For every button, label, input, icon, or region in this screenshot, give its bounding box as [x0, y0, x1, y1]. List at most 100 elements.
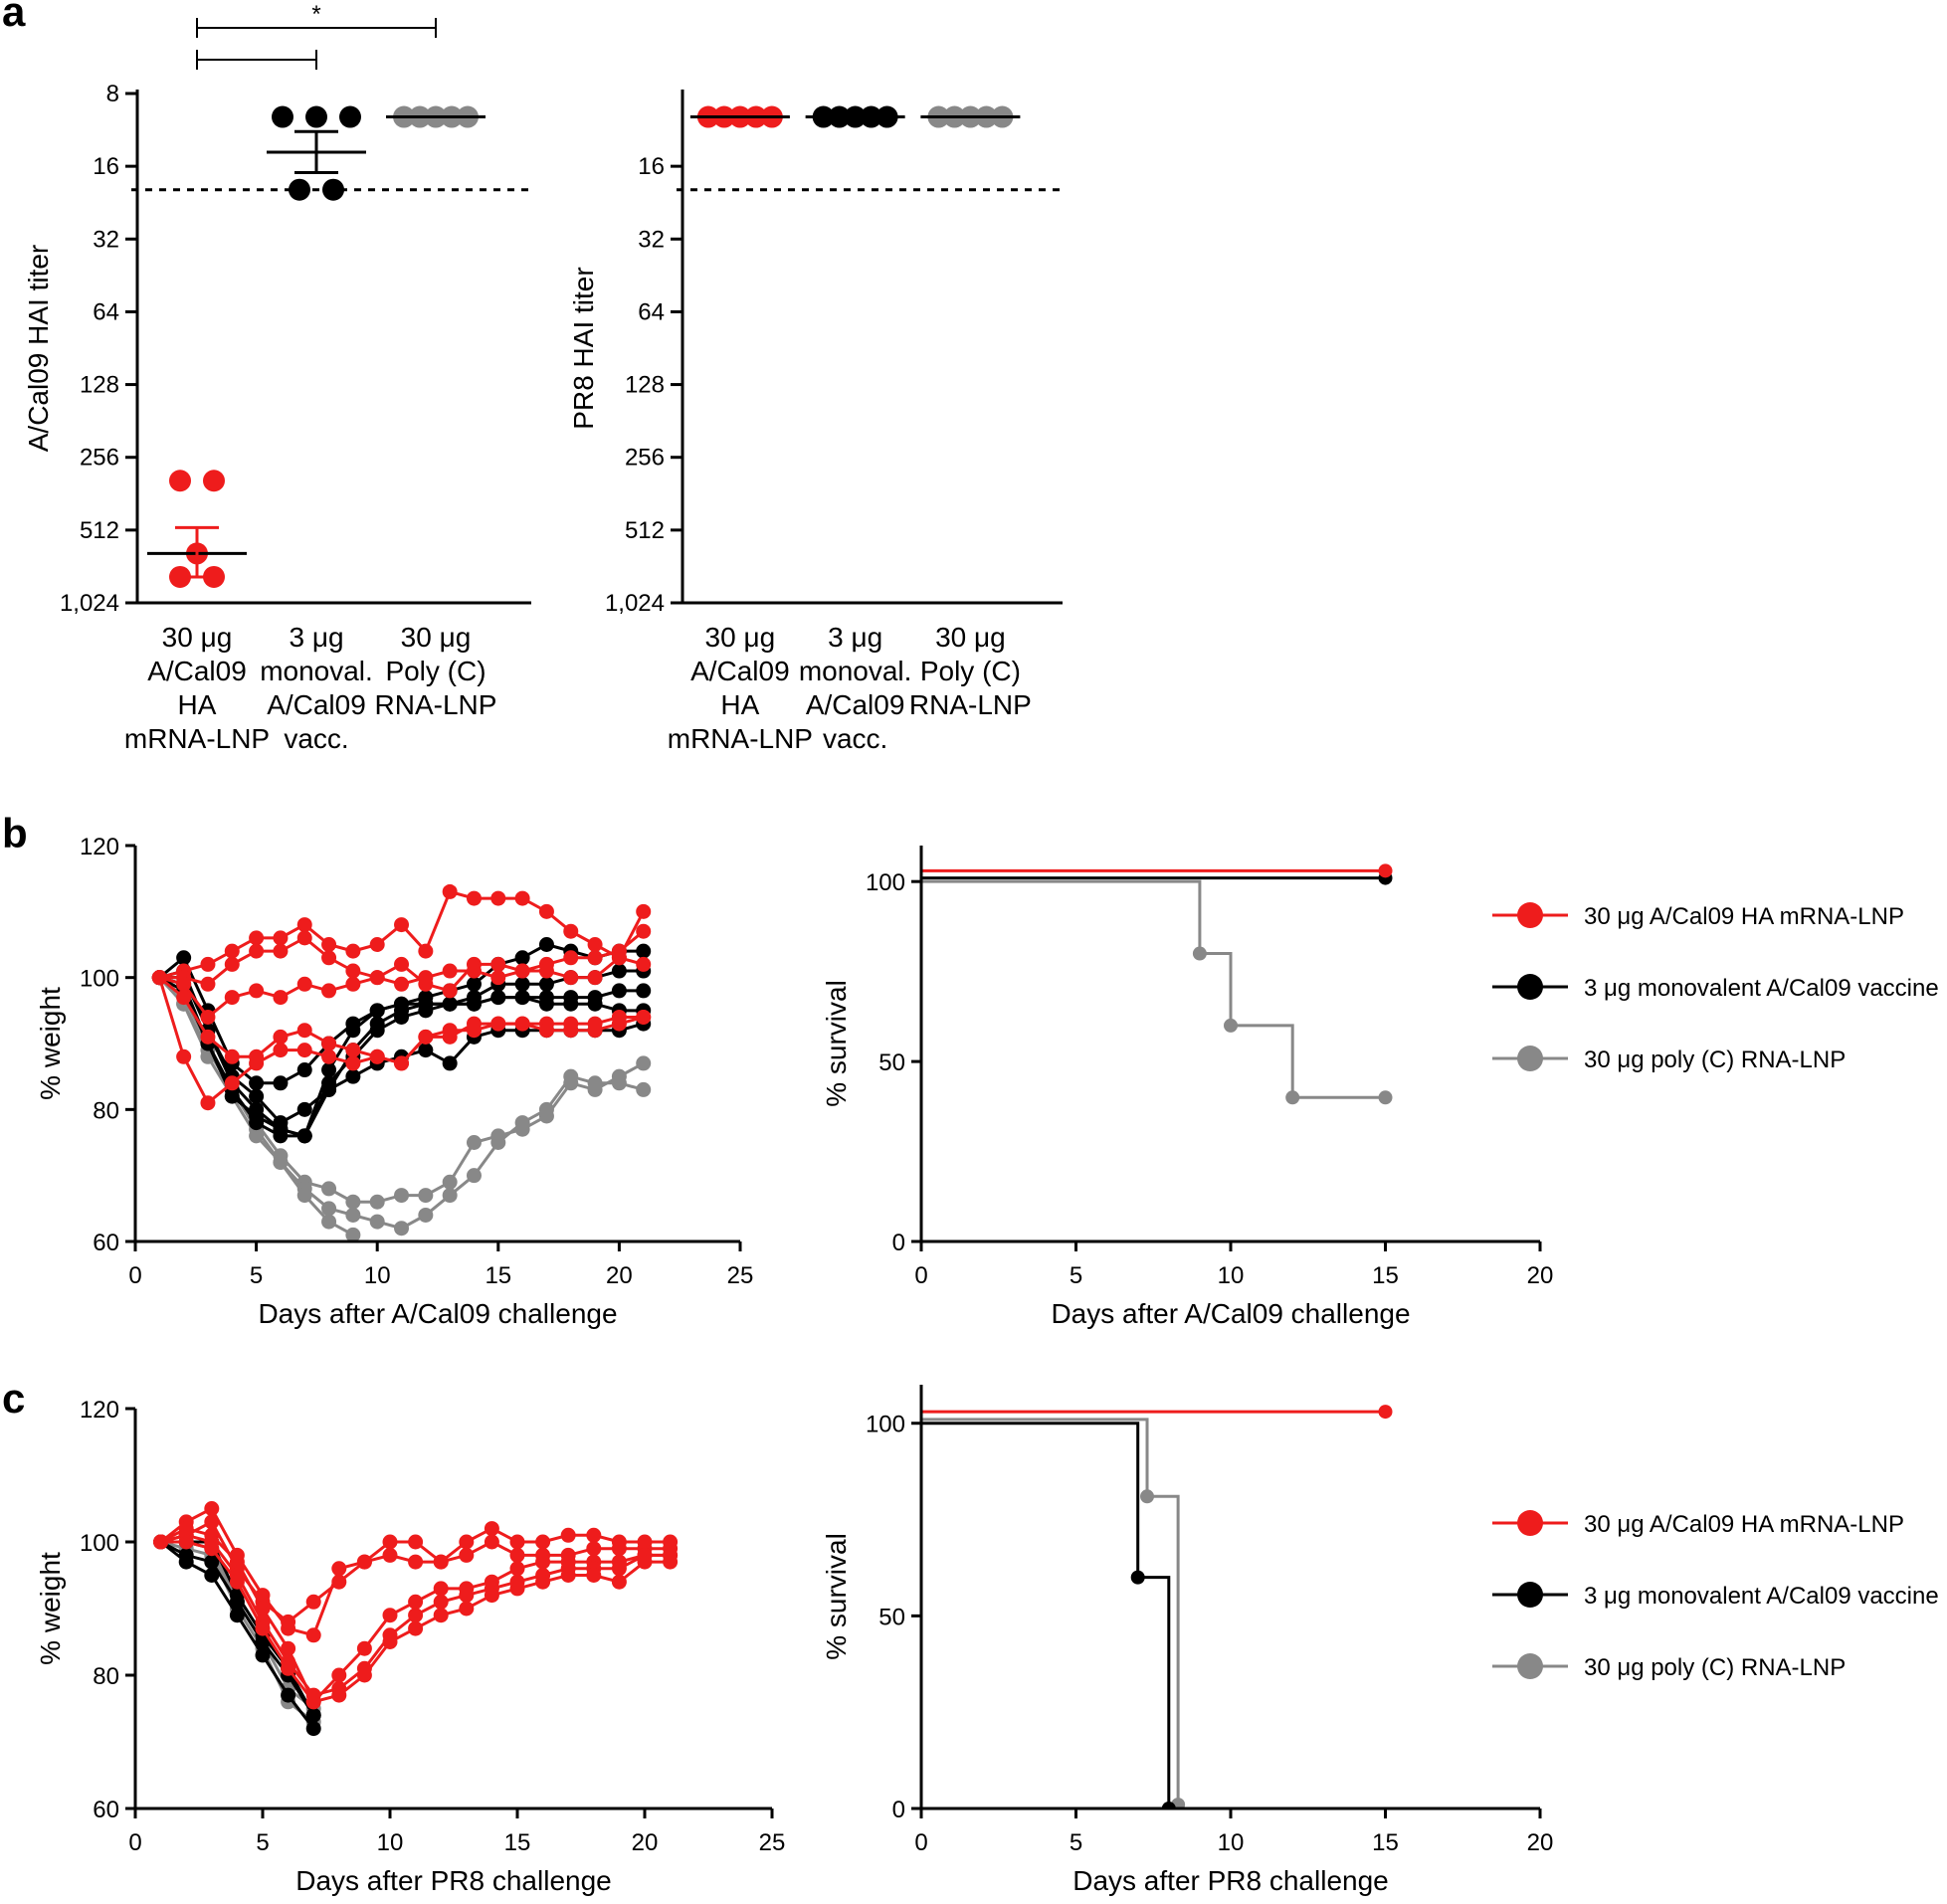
y-tick-label: 32	[93, 226, 119, 253]
y-tick-label: 8	[106, 81, 119, 107]
category-label: 30 μg	[401, 622, 472, 653]
plot-area	[921, 1405, 1393, 1809]
weight-point	[587, 950, 603, 966]
y-tick-label: 64	[93, 298, 119, 325]
weight-point	[204, 1514, 220, 1530]
weight-point	[563, 1023, 579, 1039]
x-tick-label: 5	[256, 1829, 269, 1856]
survival-point	[1285, 1090, 1300, 1105]
weight-point	[442, 1055, 458, 1071]
weight-point	[433, 1608, 449, 1623]
weight-point	[418, 1207, 434, 1223]
y-tick-label: 80	[93, 1097, 119, 1124]
category-label: mRNA-LNP	[124, 723, 270, 754]
weight-point	[611, 983, 627, 999]
weight-point	[281, 1660, 296, 1676]
weight-point	[433, 1594, 449, 1610]
category-label: HA	[720, 689, 759, 720]
y-tick-label: 512	[80, 517, 119, 544]
category-label: vacc.	[823, 723, 887, 754]
y-tick-label: 0	[892, 1230, 905, 1256]
weight-point	[418, 943, 434, 959]
weight-point	[331, 1574, 347, 1590]
weight-point	[281, 1640, 296, 1656]
weight-point	[178, 1547, 194, 1563]
legend-swatch-marker	[1517, 1510, 1543, 1536]
weight-point	[321, 950, 337, 966]
y-tick-label: 120	[80, 1397, 119, 1424]
weight-point	[466, 976, 482, 992]
weight-point	[200, 1029, 216, 1045]
weight-point	[331, 1561, 347, 1577]
weight-point	[459, 1601, 475, 1617]
weight-point	[229, 1608, 245, 1623]
category-label: mRNA-LNP	[668, 723, 813, 754]
legend-label: 30 μg poly (C) RNA-LNP	[1584, 1654, 1846, 1681]
weight-point	[273, 1128, 289, 1144]
weight-point	[273, 1075, 289, 1091]
weight-point	[408, 1594, 424, 1610]
weight-point	[408, 1620, 424, 1636]
y-tick-label: 16	[638, 153, 665, 180]
weight-point	[296, 1101, 312, 1117]
weight-point	[509, 1561, 525, 1577]
weight-point	[305, 1594, 321, 1610]
category-label: monoval.	[260, 656, 373, 686]
weight-point	[151, 970, 167, 986]
weight-point	[394, 956, 410, 972]
data-point	[169, 470, 191, 492]
weight-point	[538, 1101, 554, 1117]
weight-point	[484, 1588, 499, 1604]
survival-point	[1140, 1489, 1155, 1504]
weight-point	[255, 1620, 271, 1636]
x-axis-title: Days after PR8 challenge	[295, 1865, 612, 1896]
weight-point	[442, 983, 458, 999]
x-tick-label: 25	[759, 1829, 786, 1856]
x-tick-label: 0	[914, 1262, 927, 1289]
weight-point	[296, 976, 312, 992]
weight-point	[305, 1721, 321, 1737]
y-tick-label: 100	[80, 966, 119, 993]
category-label: vacc.	[284, 723, 348, 754]
weight-point	[484, 1534, 499, 1550]
weight-point	[296, 1062, 312, 1078]
y-axis-title: A/Cal09 HAI titer	[23, 245, 54, 453]
survival-point	[1224, 1018, 1238, 1033]
weight-point	[535, 1574, 551, 1590]
x-tick-label: 5	[1070, 1829, 1082, 1856]
y-tick-label: 64	[638, 298, 665, 325]
weight-point	[281, 1614, 296, 1629]
y-tick-label: 32	[638, 226, 665, 253]
weight-point	[394, 976, 410, 992]
x-axis-title: Days after A/Cal09 challenge	[258, 1298, 617, 1329]
y-tick-label: 100	[80, 1530, 119, 1557]
legend-label: 3 μg monovalent A/Cal09 vaccine	[1584, 975, 1939, 1002]
weight-point	[345, 1227, 361, 1241]
x-tick-label: 20	[1527, 1829, 1554, 1856]
plot-area	[151, 883, 652, 1241]
weight-point	[466, 1023, 482, 1039]
weight-point	[369, 1214, 385, 1230]
weight-point	[321, 937, 337, 952]
weight-point	[535, 1554, 551, 1570]
weight-point	[305, 1694, 321, 1710]
weight-point	[587, 937, 603, 952]
weight-point	[224, 1075, 240, 1091]
survival-point	[1378, 1405, 1393, 1420]
weight-point	[200, 976, 216, 992]
weight-point	[273, 1029, 289, 1045]
plot-area	[921, 863, 1393, 1105]
weight-point	[637, 1554, 653, 1570]
weight-point	[321, 1181, 337, 1197]
survival-curve	[921, 1418, 1180, 1806]
survival-point	[1192, 946, 1207, 961]
panel-letter-c: c	[2, 1375, 25, 1422]
category-label: RNA-LNP	[375, 689, 497, 720]
weight-point	[636, 956, 652, 972]
weight-point	[249, 1075, 265, 1091]
x-tick-label: 0	[128, 1262, 141, 1289]
weight-point	[382, 1547, 398, 1563]
x-tick-label: 20	[1527, 1262, 1554, 1289]
y-tick-label: 1,024	[60, 590, 119, 617]
